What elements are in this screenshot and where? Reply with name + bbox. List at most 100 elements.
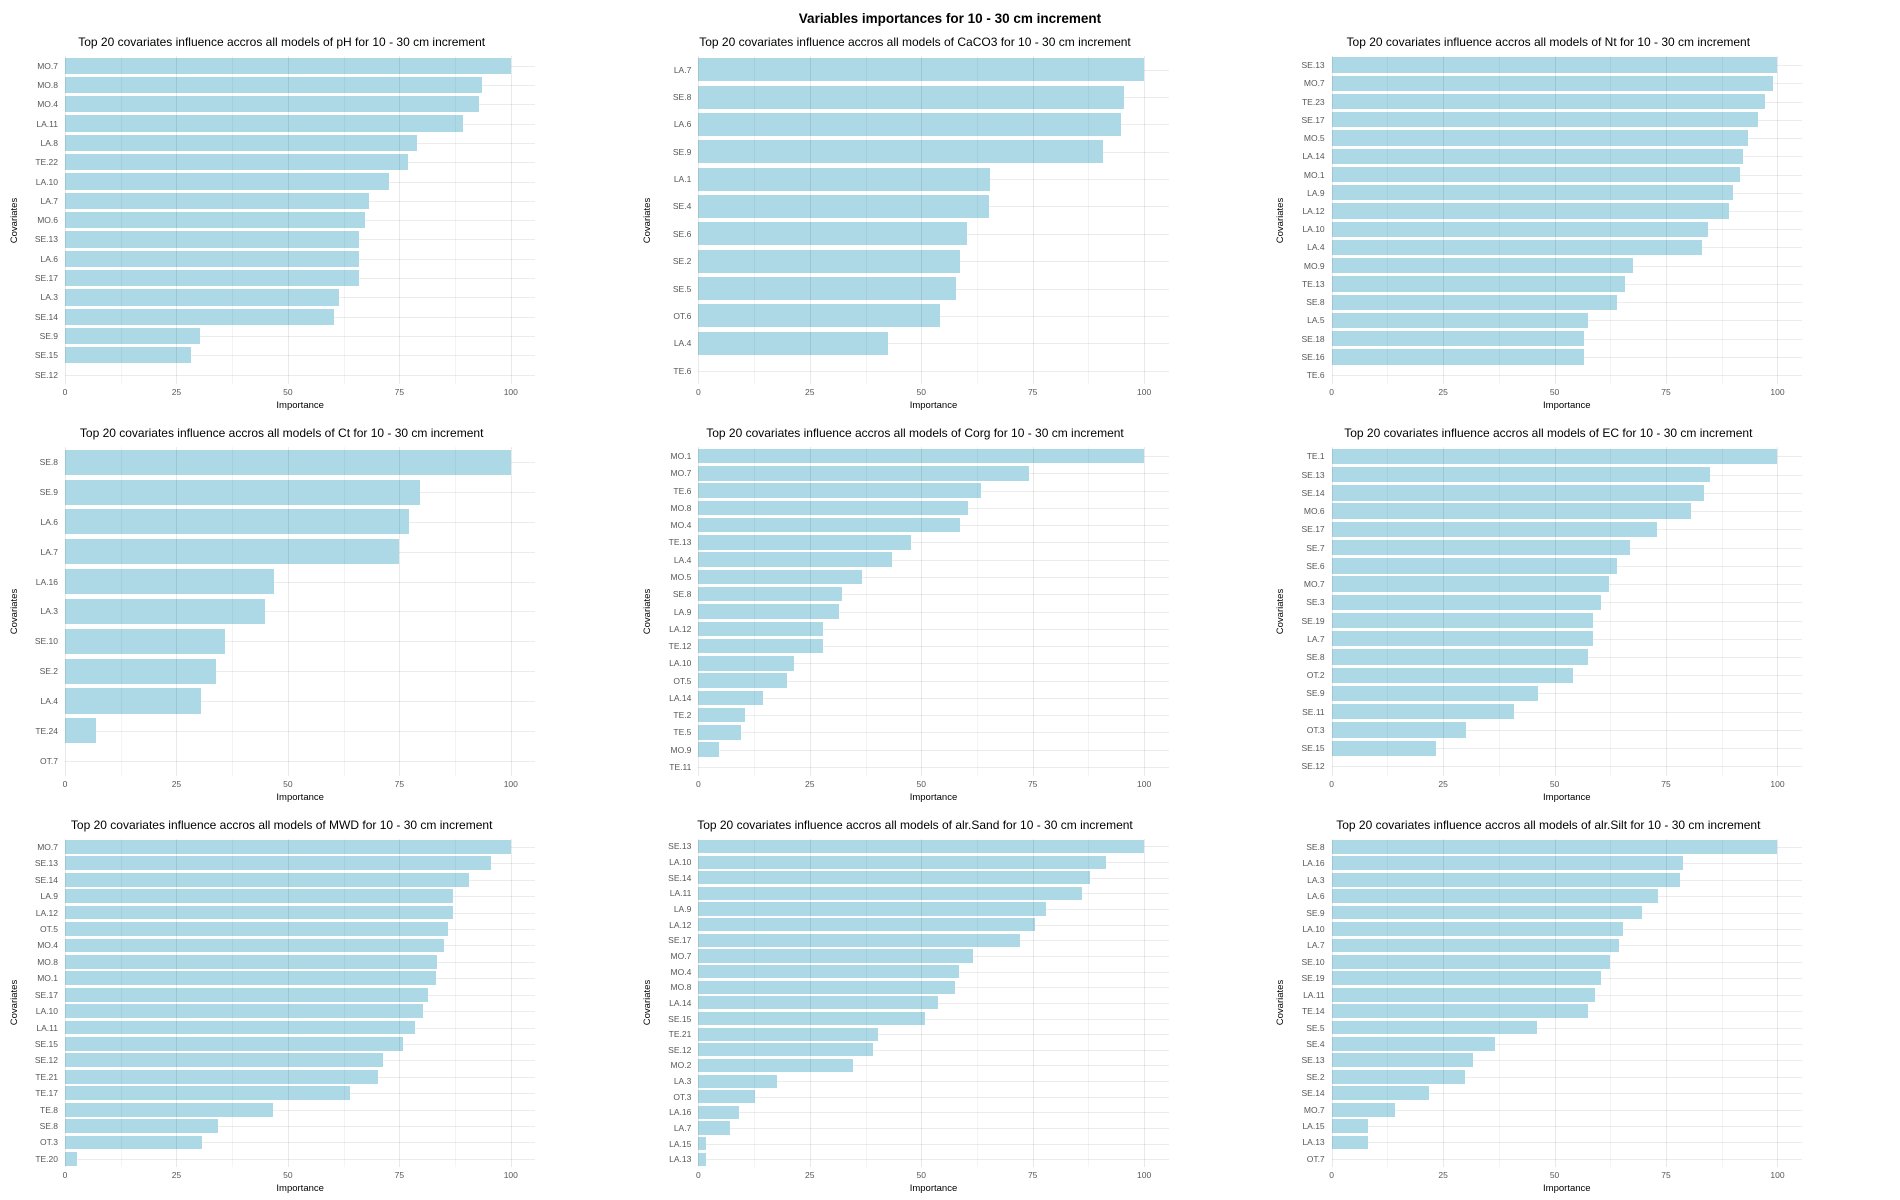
bar-row	[698, 1073, 1169, 1089]
bar-row	[1331, 147, 1802, 165]
y-axis-title-text: Covariates	[9, 588, 21, 635]
y-axis-title-text: Covariates	[1275, 980, 1287, 1026]
bar-row	[1331, 611, 1802, 629]
y-tick-label: MO.5	[1303, 133, 1325, 144]
plot-area: Covariates MO.7 MO.8 MO.4 LA.11 LA.8 TE.22 LA.1…	[8, 56, 625, 417]
y-tick-labels: MO.7 MO.8 MO.4 LA.11 LA.8 TE.22 LA.10 LA.7 MO.6 S…	[21, 56, 65, 384]
gridline-horizontal	[65, 1158, 536, 1160]
bar-row	[65, 153, 536, 172]
y-axis-title-text: Covariates	[642, 588, 654, 635]
bar-row	[698, 1136, 1169, 1152]
bar	[1331, 740, 1436, 756]
bar-row	[698, 758, 1169, 775]
y-tick-label: LA.10	[35, 176, 58, 187]
bar	[1331, 57, 1778, 73]
bar	[698, 535, 912, 550]
y-tick-label: SE.5	[672, 283, 692, 294]
bar	[1331, 93, 1765, 110]
plot-area: Covariates MO.1 MO.7 TE.6 MO.8 MO.4 TE.13 LA.4 M…	[641, 447, 1258, 808]
y-axis-title: Covariates	[8, 839, 21, 1167]
gridline-horizontal	[1331, 375, 1802, 377]
x-tick-label: 25	[1438, 387, 1448, 398]
bar-row	[1331, 447, 1802, 465]
bar-row	[65, 172, 536, 191]
bar-row	[698, 165, 1169, 192]
y-tick-label: TE.6	[1306, 370, 1325, 381]
bar	[65, 173, 389, 190]
y-tick-label: TE.5	[673, 727, 692, 738]
gridline-horizontal	[698, 1065, 1169, 1067]
bar	[698, 1074, 777, 1088]
bar	[1331, 872, 1681, 887]
bar	[65, 115, 464, 132]
bar	[698, 586, 842, 602]
y-tick-label: SE.11	[1302, 706, 1325, 717]
y-axis-title: Covariates	[641, 447, 654, 775]
y-tick-label: MO.4	[670, 966, 692, 977]
y-tick-label: MO.6	[1303, 506, 1325, 517]
bar	[65, 347, 192, 364]
bar	[65, 954, 438, 969]
y-tick-label: OT.7	[40, 755, 58, 766]
bar	[698, 167, 991, 191]
bar-row	[65, 1085, 536, 1101]
bar-row	[65, 365, 536, 384]
bar-row	[65, 326, 536, 345]
bar	[698, 483, 982, 498]
plot-area: Covariates SE.13 MO.7 TE.23 SE.17 MO.5 LA.14 MO…	[1275, 56, 1892, 417]
y-tick-label: LA.7	[40, 546, 59, 557]
x-tick-label: 100	[503, 1170, 518, 1180]
y-tick-label: LA.16	[669, 1107, 692, 1118]
bar-row	[698, 948, 1169, 964]
gridline-horizontal	[65, 1126, 536, 1128]
chart-pH: Top 20 covariates influence accros all m…	[0, 26, 633, 417]
y-tick-labels: SE.8 LA.16 LA.3 LA.6 SE.9 LA.10 LA.7 SE.10 SE.19…	[1288, 839, 1332, 1167]
y-tick-label: MO.7	[37, 841, 58, 852]
y-tick-label: SE.16	[1301, 351, 1325, 362]
x-tick-label: 0	[1329, 387, 1335, 398]
bar	[65, 327, 200, 345]
gridline-horizontal	[1331, 693, 1802, 695]
y-tick-label: OT.3	[1306, 724, 1325, 735]
bar	[1331, 239, 1703, 256]
plot-area: Covariates SE.8 LA.16 LA.3 LA.6 SE.9 LA.10 LA.7…	[1275, 838, 1892, 1200]
x-axis-title: Importance	[909, 791, 958, 803]
y-tick-label: LA.6	[673, 119, 692, 130]
y-axis-title: Covariates	[1275, 56, 1288, 384]
bar-row	[65, 1003, 536, 1019]
y-tick-label: TE.13	[668, 537, 692, 548]
bar-row	[1331, 904, 1802, 920]
plot-panel	[65, 838, 536, 1167]
x-tick-labels: 0 25 50 75 100	[696, 384, 1168, 399]
bar	[1331, 722, 1466, 738]
bar-rows	[698, 447, 1169, 775]
bar-row	[698, 1011, 1169, 1027]
bar-row	[1331, 986, 1802, 1002]
bar	[65, 688, 202, 714]
bar-row	[1331, 165, 1802, 183]
bar-row	[698, 995, 1169, 1011]
bar	[1331, 971, 1601, 986]
x-tick-label: 0	[1329, 778, 1335, 789]
bar-row	[1331, 520, 1802, 538]
bar-row	[65, 716, 536, 746]
bar-row	[1331, 56, 1802, 74]
bar	[65, 308, 334, 325]
bar	[1331, 922, 1623, 936]
plot-panel	[698, 56, 1169, 385]
x-tick-label: 0	[62, 1170, 68, 1180]
bar-rows	[1331, 839, 1802, 1167]
plot-panel	[65, 56, 536, 385]
y-tick-label: SE.9	[672, 146, 692, 157]
gridline-horizontal	[698, 646, 1169, 648]
bar-row	[65, 346, 536, 365]
y-tick-label: SE.14	[34, 311, 58, 322]
gridline-horizontal	[1331, 729, 1802, 731]
y-tick-label: OT.3	[40, 1137, 58, 1148]
bar	[65, 872, 470, 887]
x-tick-label: 25	[1438, 1170, 1448, 1180]
bar	[65, 1135, 203, 1150]
bar-row	[1331, 684, 1802, 702]
y-tick-label: TE.2	[673, 710, 692, 721]
bar	[698, 1121, 731, 1135]
